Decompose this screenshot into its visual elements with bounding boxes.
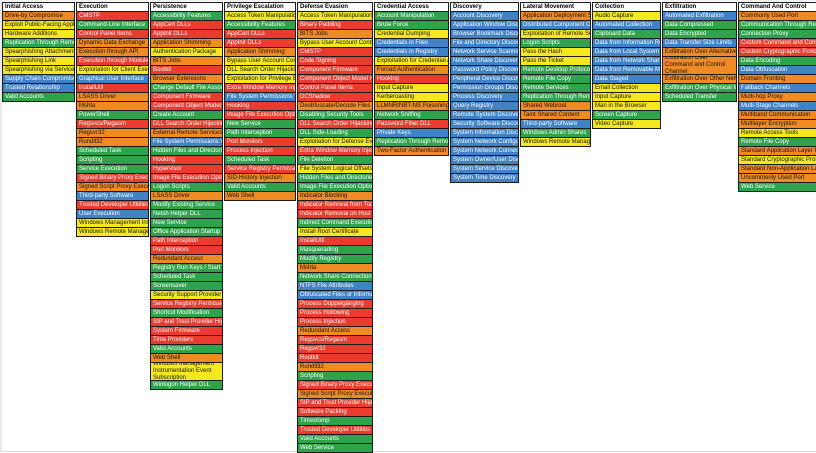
technique-cell[interactable]: Windows Remote Management <box>520 137 591 147</box>
tactic-column-persistence: Persistence Accessibility Features AppCert… <box>150 2 223 390</box>
technique-cell[interactable]: Video Capture <box>592 119 661 129</box>
technique-cell[interactable]: Windows Remote Management <box>76 227 149 237</box>
technique-cell[interactable]: Winlogon Helper DLL <box>150 380 223 390</box>
tactic-column-execution: Execution CMSTP Command-Line Interface Cont… <box>76 2 149 237</box>
tactic-column-collection: Collection Audio Capture Automated Collect… <box>592 2 661 129</box>
tactic-column-command-and-control: Command And Control Commonly Used Port Com… <box>738 2 816 192</box>
technique-cell[interactable]: Scheduled Transfer <box>662 92 737 102</box>
tactic-column-exfiltration: Exfiltration Automated Exfiltration Data C… <box>662 2 737 102</box>
tactic-column-discovery: Discovery Account Discovery Application Wi… <box>450 2 519 183</box>
technique-cell[interactable]: System Time Discovery <box>450 173 519 183</box>
technique-cell[interactable]: Two-Factor Authentication Interception <box>374 146 449 156</box>
tactic-column-credential-access: Credential Access Account Manipulation Bru… <box>374 2 449 156</box>
tactic-column-privilege-escalation: Privilege Escalation Access Token Manipul… <box>224 2 296 201</box>
technique-cell[interactable]: Web Shell <box>224 191 296 201</box>
tactic-column-initial-access: Initial Access Drive-by Compromise Exploit… <box>2 2 75 102</box>
technique-cell[interactable]: Windows Management Instrumentation Event… <box>150 362 223 381</box>
technique-cell[interactable]: Valid Accounts <box>2 92 75 102</box>
technique-cell[interactable]: Web Service <box>738 182 816 192</box>
technique-cell[interactable]: Exfiltration Over Command and Control Ch… <box>662 56 737 75</box>
tactic-column-defense-evasion: Defense Evasion Access Token Manipulation… <box>297 2 373 453</box>
